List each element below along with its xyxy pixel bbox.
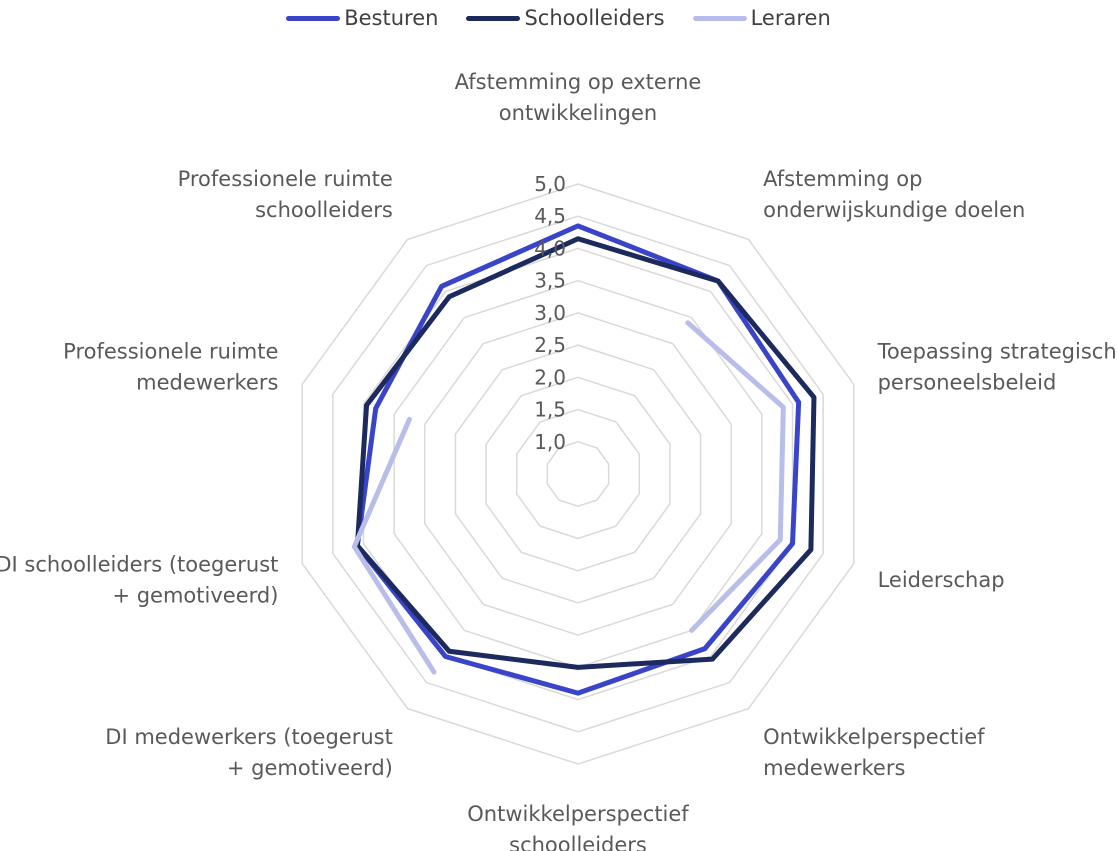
axis-labels: Afstemming op externe ontwikkelingenAfste… (0, 70, 1117, 851)
tick-label: 1,5 (534, 398, 566, 422)
axis-label: Leiderschap (878, 568, 1005, 592)
axis-label-line: Afstemming op (763, 167, 922, 191)
axis-label-line: medewerkers (763, 756, 905, 780)
axis-label-line: DI medewerkers (toegerust (105, 725, 393, 749)
axis-label-line: + gemotiveerd) (112, 584, 278, 608)
axis-label-line: Ontwikkelperspectief (467, 802, 689, 826)
tick-label: 2,5 (534, 333, 566, 357)
radar-series (351, 223, 817, 696)
radar-grid (301, 183, 855, 765)
axis-label: DI schoolleiders (toegerust + gemotiveerd… (0, 553, 278, 608)
legend-swatch (286, 15, 341, 21)
grid-ring (454, 344, 702, 604)
radial-tick-labels: 1,0 1,5 2,0 2,5 3,0 3,5 4,0 4,5 5,0 (534, 172, 566, 454)
tick-label: 5,0 (534, 172, 566, 196)
axis-label-line: Leiderschap (878, 568, 1005, 592)
series-line (351, 416, 437, 675)
grid-ring (301, 183, 855, 765)
axis-label: Afstemming op externe ontwikkelingen (455, 70, 702, 125)
tick-label: 4,5 (534, 204, 566, 228)
axis-label: Afstemming op onderwijskundige doelen (763, 167, 1025, 222)
legend: Besturen Schoolleiders Leraren (0, 6, 1117, 30)
axis-label-line: onderwijskundige doelen (763, 198, 1025, 222)
axis-label-line: Afstemming op externe (455, 70, 702, 94)
axis-label-line: Professionele ruimte (178, 167, 393, 191)
tick-label: 3,5 (534, 269, 566, 293)
tick-label: 1,0 (534, 430, 566, 454)
series-line (685, 320, 786, 633)
grid-ring (332, 215, 824, 733)
grid-ring (485, 376, 671, 572)
legend-label: Leraren (750, 6, 831, 30)
axis-label: Toepassing strategisch personeelsbeleid (877, 339, 1117, 394)
tick-label: 3,0 (534, 301, 566, 325)
axis-label: DI medewerkers (toegerust + gemotiveerd) (105, 725, 393, 780)
tick-label: 2,0 (534, 365, 566, 389)
tick-label: 4,0 (534, 236, 566, 260)
legend-item: Besturen (286, 6, 438, 30)
axis-label-line: personeelsbeleid (878, 370, 1057, 394)
legend-item: Schoolleiders (466, 6, 665, 30)
axis-label: Ontwikkelperspectief medewerkers (763, 725, 985, 780)
axis-label-line: schoolleiders (509, 833, 647, 851)
legend-label: Schoolleiders (524, 6, 665, 30)
grid-ring (362, 247, 794, 701)
axis-label: Professionele ruimte medewerkers (63, 339, 278, 394)
axis-label-line: Ontwikkelperspectief (763, 725, 985, 749)
axis-label-line: DI schoolleiders (toegerust (0, 553, 278, 577)
grid-ring (424, 312, 732, 636)
grid-ring (515, 408, 641, 540)
series-line (354, 236, 817, 670)
axis-label-line: medewerkers (136, 370, 278, 394)
axis-label: Professionele ruimte schoolleiders (178, 167, 393, 222)
legend-swatch (466, 15, 521, 21)
axis-label-line: Toepassing strategisch (877, 339, 1117, 363)
legend-item: Leraren (692, 6, 831, 30)
axis-label-line: Professionele ruimte (63, 339, 278, 363)
axis-label-line: ontwikkelingen (499, 101, 657, 125)
grid-ring (546, 440, 610, 508)
axis-label-line: + gemotiveerd) (227, 756, 393, 780)
axis-label: Ontwikkelperspectief schoolleiders (467, 802, 689, 851)
legend-swatch (692, 15, 747, 21)
legend-label: Besturen (344, 6, 439, 30)
axis-label-line: schoolleiders (255, 198, 393, 222)
